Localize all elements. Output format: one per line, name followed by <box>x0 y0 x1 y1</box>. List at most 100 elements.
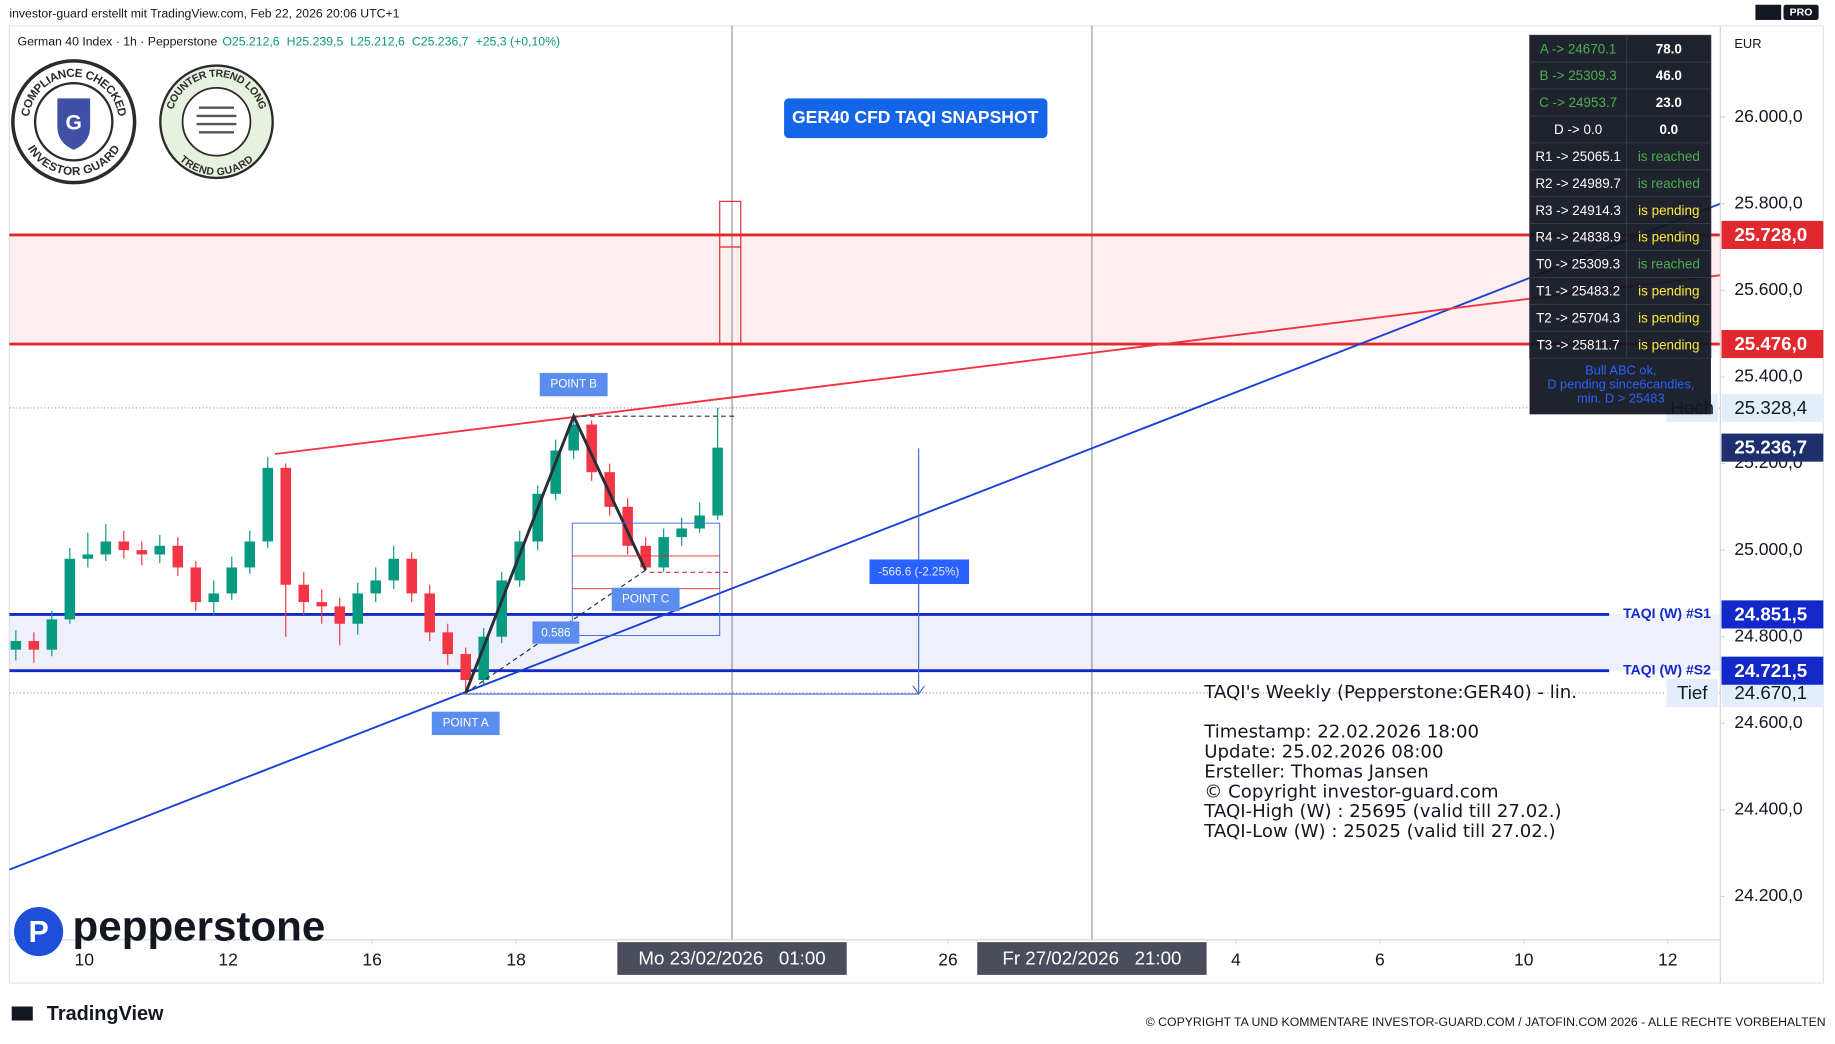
logo-pro-box <box>1783 4 1819 20</box>
point-label: POINT C <box>622 593 669 606</box>
table-cell-text: T3 -> 25811.7 <box>1537 337 1620 352</box>
info-line: Timestamp: 22.02.2026 18:00 <box>1203 722 1479 743</box>
candle-body <box>694 515 705 529</box>
candle-body <box>478 636 489 681</box>
candle-body <box>406 558 417 594</box>
extreme-name: Tief <box>1677 682 1708 703</box>
extreme-name-bg <box>1666 678 1718 708</box>
table-cell-text: 23.0 <box>1656 95 1682 110</box>
table-cell-text: is pending <box>1638 284 1699 299</box>
ohlc-value: +25,3 (+0,10%) <box>476 34 561 48</box>
symbol: German 40 Index · 1h · Pepperstone <box>18 34 218 48</box>
point-label-bg <box>539 372 608 397</box>
fib-label: 0.586 <box>541 626 570 639</box>
frame <box>8 25 1824 984</box>
candle-body <box>280 467 292 585</box>
badge-center: G <box>66 112 82 135</box>
candle-body <box>190 567 202 603</box>
candle-body <box>226 567 238 594</box>
candle-body <box>82 554 94 559</box>
candle-body <box>262 467 274 542</box>
candle-body <box>424 593 435 633</box>
candle-body <box>10 641 22 650</box>
zone <box>9 234 1721 345</box>
ohlc-value: O25.212,6 <box>222 34 279 48</box>
table-cell-text: is pending <box>1638 337 1699 352</box>
table-cell-text: is pending <box>1638 203 1699 218</box>
title-box <box>784 98 1048 139</box>
cursor-label-bg <box>977 942 1207 975</box>
candle-body <box>622 506 633 546</box>
x-tick-label: 10 <box>74 949 94 969</box>
brand-icon <box>14 907 64 957</box>
price-tag: 24.851,5 <box>1734 604 1807 625</box>
price-tag-bg <box>1721 329 1824 359</box>
y-tick-label: 25.400,0 <box>1734 366 1803 386</box>
copyright: © COPYRIGHT TA UND KOMMENTARE INVESTOR-G… <box>1146 1015 1826 1029</box>
candle-body <box>604 472 615 507</box>
price-tag-bg <box>1721 433 1824 462</box>
point-label-bg <box>611 587 680 612</box>
candle-body <box>460 654 471 681</box>
x-tick-label: 18 <box>506 949 526 969</box>
candle-body <box>208 593 220 603</box>
candle-body <box>298 584 310 603</box>
candle-body <box>550 450 561 494</box>
table-cell-text: R1 -> 25065.1 <box>1535 149 1621 164</box>
point-label: POINT B <box>550 378 597 391</box>
point-label: POINT A <box>443 716 489 729</box>
x-tick-label: 12 <box>218 949 238 969</box>
info-line: Update: 25.02.2026 08:00 <box>1204 742 1443 763</box>
currency: EUR <box>1734 36 1761 51</box>
price-tag-bg <box>1721 600 1824 629</box>
logo-mark <box>1755 4 1782 20</box>
table-cell-text: R3 -> 24914.3 <box>1535 203 1621 218</box>
title: GER40 CFD TAQI SNAPSHOT <box>792 107 1039 127</box>
y-tick-label: 25.000,0 <box>1734 539 1803 559</box>
candle-body <box>442 632 453 655</box>
zone <box>9 614 1721 671</box>
cursor-label: Fr 27/02/2026 21:00 <box>1002 948 1181 969</box>
candle-body <box>676 528 687 538</box>
price-line-name: TAQI (W) #S1 <box>1623 605 1711 621</box>
table-cell-text: 46.0 <box>1656 68 1682 83</box>
candle-body <box>244 541 256 568</box>
candle-body <box>496 580 507 637</box>
brand-icon-letter: P <box>28 915 48 949</box>
candle-body <box>28 641 40 650</box>
point-label-bg <box>431 711 500 736</box>
table-cell-text: T1 -> 25483.2 <box>1536 284 1620 299</box>
projection-box <box>719 200 742 345</box>
y-tick-label: 24.400,0 <box>1734 799 1803 819</box>
y-tick-label: 24.800,0 <box>1734 625 1803 645</box>
info-line: Ersteller: Thomas Jansen <box>1204 761 1428 782</box>
info-line: TAQI-High (W) : 25695 (valid till 27.02.… <box>1203 801 1561 822</box>
x-tick-label: 16 <box>362 949 382 969</box>
price-tag: 25.728,0 <box>1734 224 1807 245</box>
measure-label: -566.6 (-2.25%) <box>878 565 959 578</box>
table-cell-text: B -> 25309.3 <box>1539 68 1616 83</box>
candle-body <box>334 606 346 624</box>
candle-body <box>136 550 148 555</box>
x-tick-label: 12 <box>1658 949 1678 969</box>
table-cell-text: A -> 24670.1 <box>1540 41 1617 56</box>
ohlc-value: C25.236,7 <box>412 34 469 48</box>
candle-body <box>172 545 184 568</box>
price-tag: 24.721,5 <box>1734 660 1807 681</box>
cursor-label-bg <box>617 942 847 975</box>
trend-line <box>274 274 1721 455</box>
price-tag-bg <box>1721 393 1824 422</box>
measure-box <box>571 522 721 636</box>
candle-body <box>388 558 399 581</box>
table-cell-text: is pending <box>1638 311 1699 326</box>
fib-label-bg <box>532 621 580 644</box>
table-cell-text: 0.0 <box>1659 122 1678 137</box>
y-tick-label: 26.000,0 <box>1734 106 1803 126</box>
table-note: Bull ABC ok, <box>1585 362 1656 377</box>
source-line: investor-guard erstellt mit TradingView.… <box>9 6 399 20</box>
candle-body <box>712 447 723 516</box>
candle-body <box>118 541 130 551</box>
